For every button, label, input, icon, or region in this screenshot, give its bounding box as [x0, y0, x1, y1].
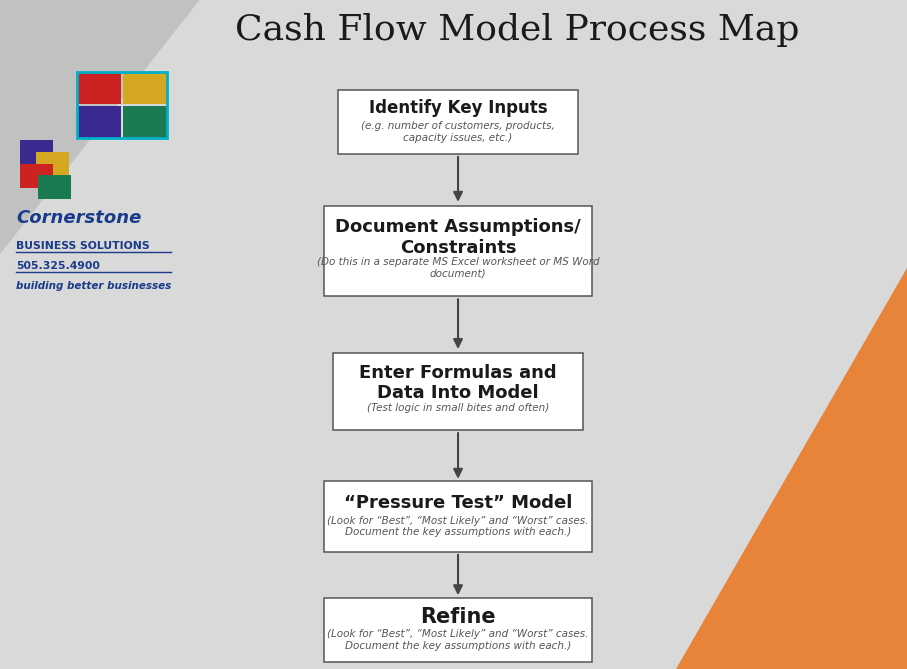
FancyBboxPatch shape	[77, 106, 121, 138]
FancyBboxPatch shape	[20, 164, 53, 188]
Polygon shape	[0, 0, 200, 254]
Text: “Pressure Test” Model: “Pressure Test” Model	[344, 494, 572, 512]
FancyBboxPatch shape	[123, 72, 167, 104]
FancyBboxPatch shape	[38, 175, 71, 199]
Text: BUSINESS SOLUTIONS: BUSINESS SOLUTIONS	[16, 241, 150, 251]
Text: Refine: Refine	[420, 607, 496, 627]
FancyBboxPatch shape	[325, 598, 592, 662]
FancyBboxPatch shape	[337, 90, 579, 154]
Text: 505.325.4900: 505.325.4900	[16, 261, 100, 271]
Text: Enter Formulas and
Data Into Model: Enter Formulas and Data Into Model	[359, 364, 557, 402]
FancyBboxPatch shape	[325, 482, 592, 551]
Text: (Look for “Best”, “Most Likely” and “Worst” cases.
Document the key assumptions : (Look for “Best”, “Most Likely” and “Wor…	[327, 630, 589, 651]
Text: Document Assumptions/
Constraints: Document Assumptions/ Constraints	[336, 218, 580, 257]
FancyBboxPatch shape	[123, 106, 167, 138]
Text: Cornerstone: Cornerstone	[16, 209, 141, 227]
FancyBboxPatch shape	[325, 205, 592, 296]
FancyBboxPatch shape	[334, 353, 583, 430]
Text: (Do this in a separate MS Excel worksheet or MS Word
document): (Do this in a separate MS Excel workshee…	[317, 257, 600, 278]
Text: building better businesses: building better businesses	[16, 281, 171, 291]
FancyBboxPatch shape	[77, 72, 121, 104]
Polygon shape	[676, 268, 907, 669]
Text: Identify Key Inputs: Identify Key Inputs	[369, 100, 547, 117]
Text: (Test logic in small bites and often): (Test logic in small bites and often)	[367, 403, 549, 413]
FancyBboxPatch shape	[36, 152, 69, 176]
Text: (e.g. number of customers, products,
capacity issues, etc.): (e.g. number of customers, products, cap…	[361, 121, 555, 142]
Text: (Look for “Best”, “Most Likely” and “Worst” cases.
Document the key assumptions : (Look for “Best”, “Most Likely” and “Wor…	[327, 516, 589, 537]
FancyBboxPatch shape	[20, 140, 53, 164]
Text: Cash Flow Model Process Map: Cash Flow Model Process Map	[235, 13, 799, 47]
